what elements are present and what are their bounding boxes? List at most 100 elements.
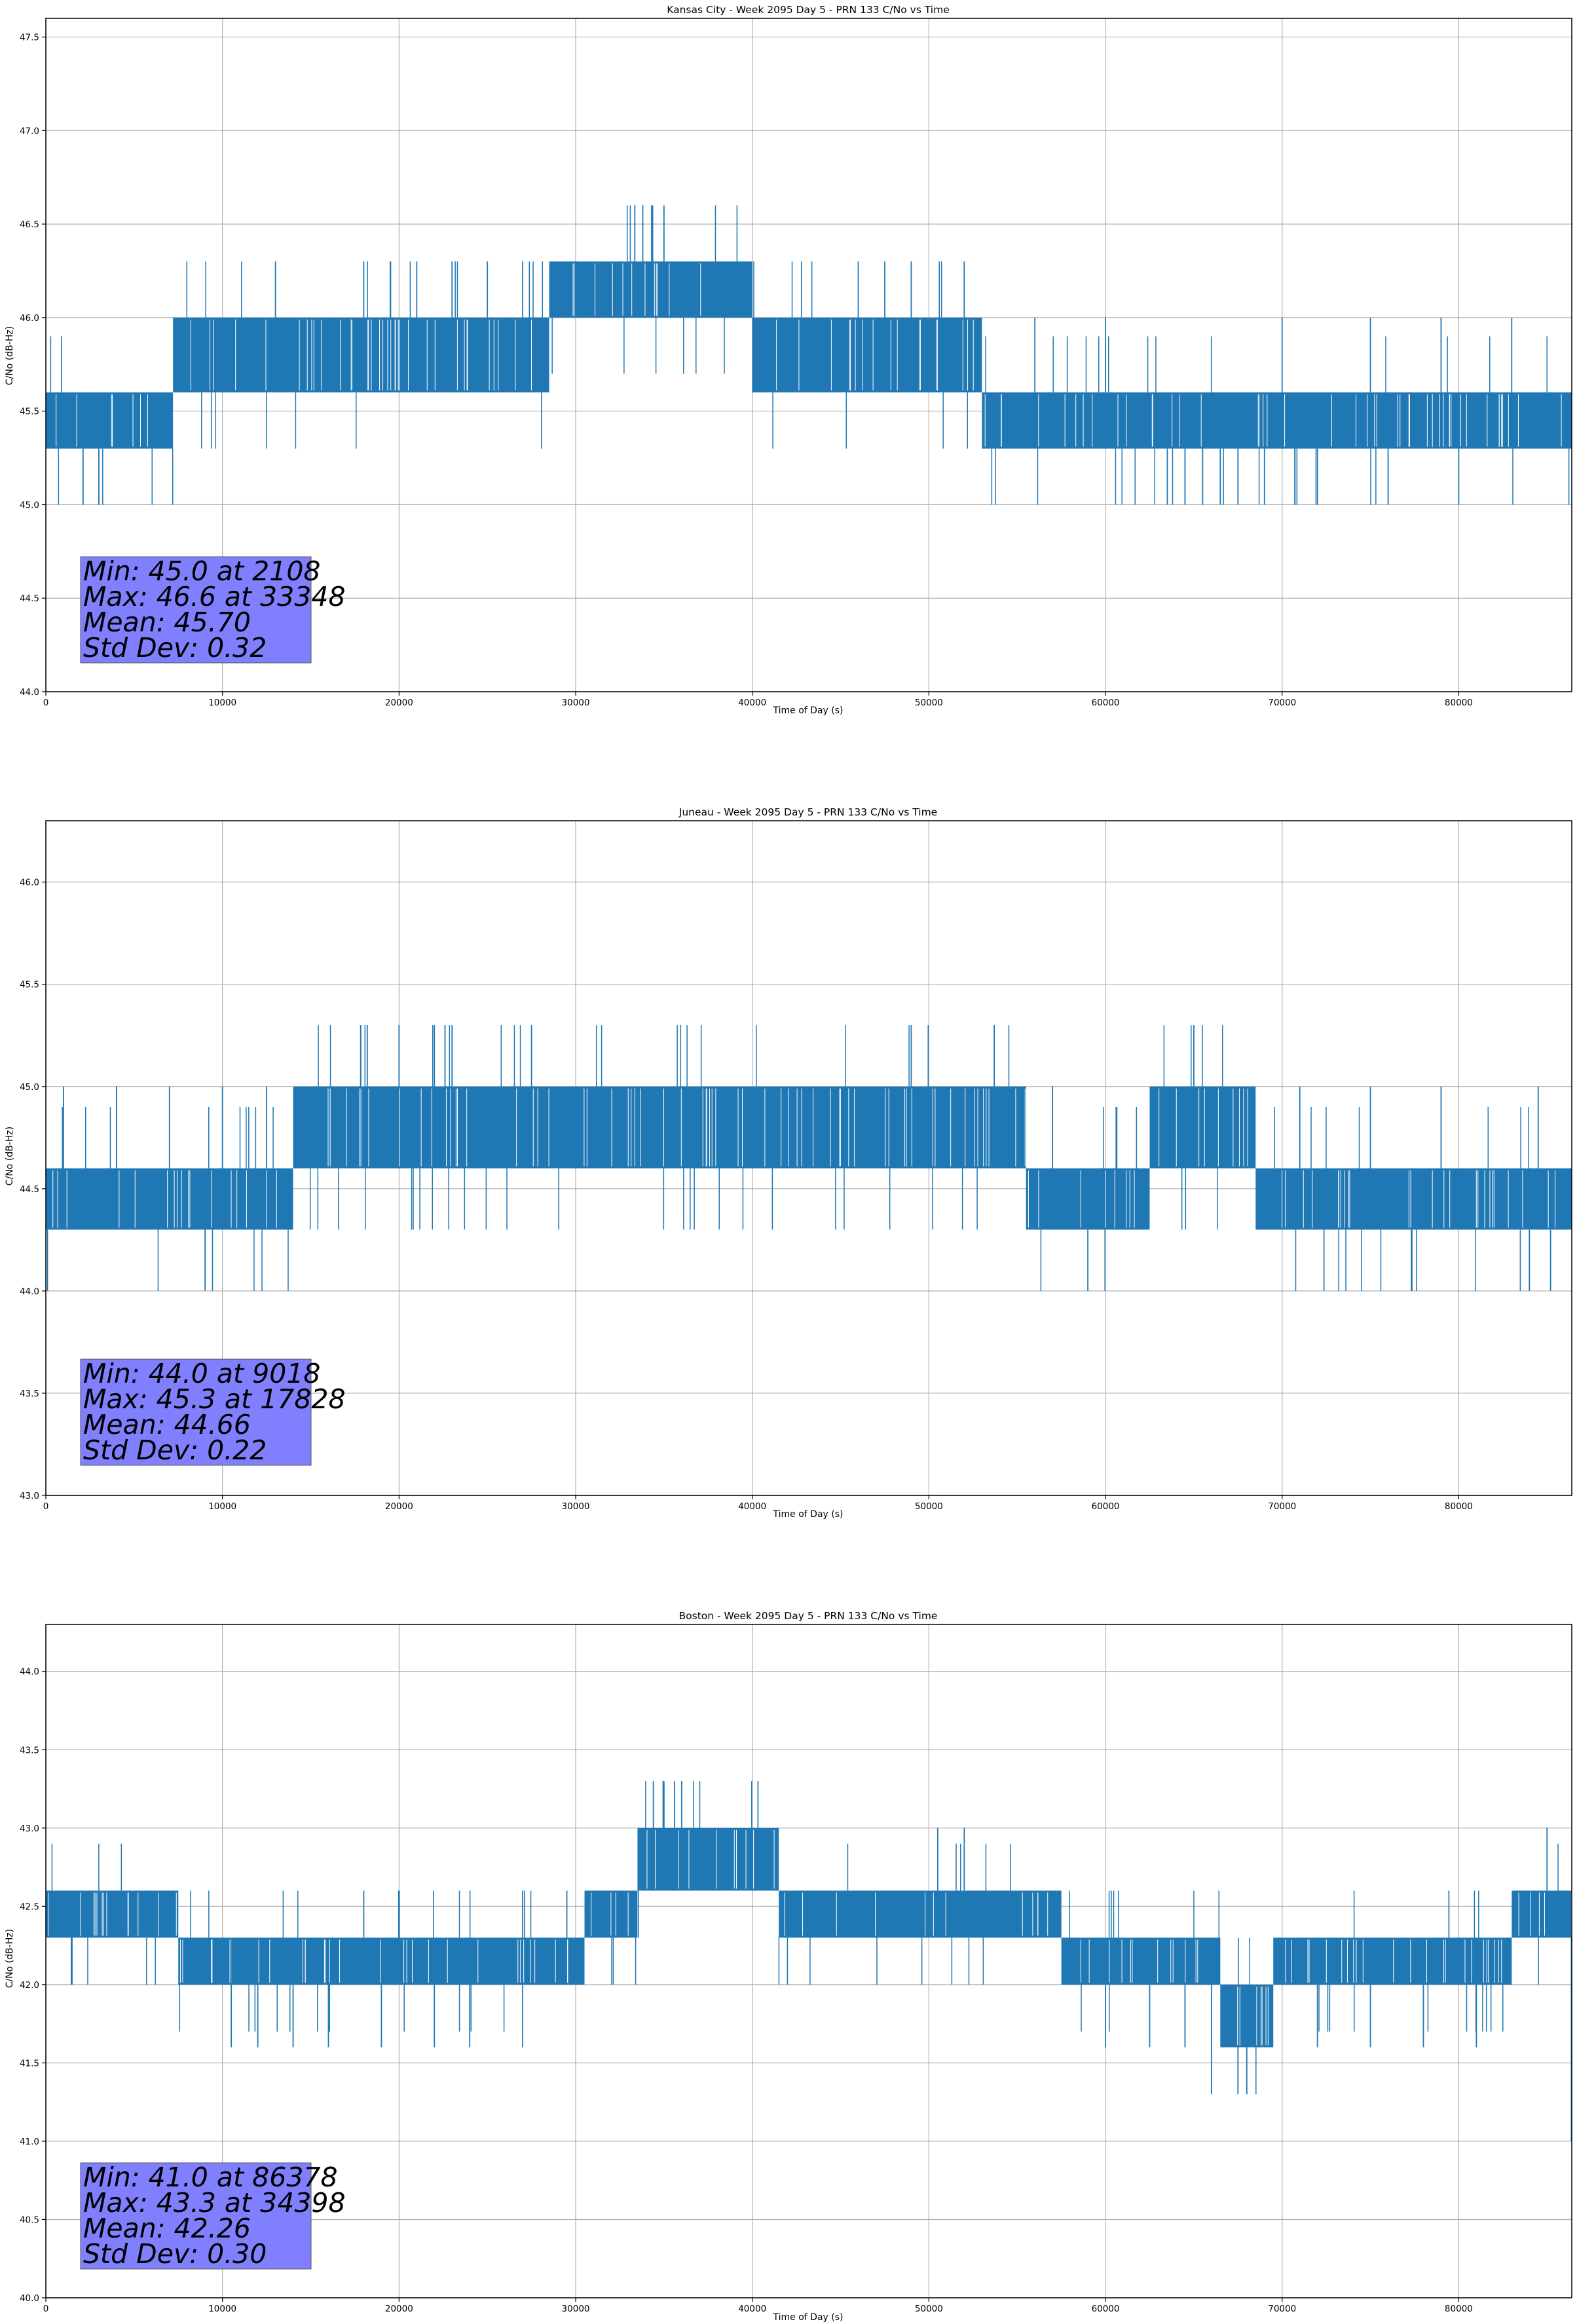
x-tick-label: 80000 bbox=[1445, 2304, 1473, 2314]
stats-box bbox=[80, 2162, 312, 2270]
y-tick-label: 44.0 bbox=[20, 1667, 39, 1677]
x-tick-label: 30000 bbox=[562, 1501, 590, 1512]
x-tick-label: 70000 bbox=[1268, 698, 1296, 708]
x-tick-label: 20000 bbox=[385, 698, 413, 708]
data-band bbox=[1149, 1086, 1256, 1169]
y-tick-label: 40.0 bbox=[20, 2293, 39, 2304]
x-tick-label: 40000 bbox=[738, 698, 766, 708]
data-band bbox=[46, 1168, 293, 1230]
x-tick-label: 60000 bbox=[1092, 2304, 1120, 2314]
x-tick-label: 60000 bbox=[1092, 1501, 1120, 1512]
x-axis-label: Time of Day (s) bbox=[773, 705, 844, 716]
data-band bbox=[752, 317, 982, 393]
x-tick-label: 60000 bbox=[1092, 698, 1120, 708]
data-band bbox=[173, 317, 549, 393]
x-tick-label: 80000 bbox=[1445, 1501, 1473, 1512]
x-tick-label: 50000 bbox=[915, 698, 943, 708]
kansas-city-chart: Kansas City - Week 2095 Day 5 - PRN 133 … bbox=[5, 4, 1572, 716]
stats-line: Mean: 42.26 bbox=[83, 2213, 251, 2244]
chart-title: Boston - Week 2095 Day 5 - PRN 133 C/No … bbox=[679, 1610, 938, 1622]
stats-box bbox=[80, 1359, 312, 1466]
y-tick-label: 41.5 bbox=[20, 2058, 39, 2069]
x-tick-label: 40000 bbox=[738, 1501, 766, 1512]
stats-line: Std Dev: 0.30 bbox=[83, 2238, 267, 2270]
stats-line: Mean: 44.66 bbox=[83, 1409, 251, 1440]
y-tick-label: 46.5 bbox=[20, 219, 39, 230]
y-tick-label: 43.5 bbox=[20, 1389, 39, 1399]
axes-frame bbox=[45, 820, 1572, 1496]
data-band bbox=[1061, 1938, 1221, 1985]
x-tick-label: 40000 bbox=[738, 2304, 766, 2314]
stats-line: Std Dev: 0.22 bbox=[83, 1434, 267, 1466]
data-band bbox=[982, 392, 1572, 449]
juneau-chart: Juneau - Week 2095 Day 5 - PRN 133 C/No … bbox=[5, 806, 1572, 1520]
y-axis-label: C/No (dB-Hz) bbox=[5, 326, 15, 385]
x-tick-label: 0 bbox=[43, 1501, 49, 1512]
y-axis-label: C/No (dB-Hz) bbox=[5, 1127, 15, 1186]
x-tick-label: 20000 bbox=[385, 1501, 413, 1512]
y-tick-label: 42.5 bbox=[20, 1902, 39, 1912]
stats-line: Max: 46.6 at 33348 bbox=[83, 581, 346, 612]
x-tick-label: 30000 bbox=[562, 698, 590, 708]
y-tick-label: 43.0 bbox=[20, 1824, 39, 1834]
data-band bbox=[1026, 1168, 1150, 1230]
x-tick-label: 10000 bbox=[208, 1501, 236, 1512]
y-tick-label: 44.5 bbox=[20, 593, 39, 604]
y-tick-label: 45.5 bbox=[20, 407, 39, 417]
data-band bbox=[178, 1938, 232, 1985]
x-tick-label: 10000 bbox=[208, 698, 236, 708]
boston-chart: Boston - Week 2095 Day 5 - PRN 133 C/No … bbox=[5, 1610, 1572, 2323]
y-tick-label: 44.0 bbox=[20, 687, 39, 698]
x-axis-label: Time of Day (s) bbox=[773, 1509, 844, 1520]
y-tick-label: 45.0 bbox=[20, 500, 39, 510]
y-tick-label: 41.0 bbox=[20, 2137, 39, 2147]
x-tick-label: 30000 bbox=[562, 2304, 590, 2314]
x-tick-label: 50000 bbox=[915, 1501, 943, 1512]
x-axis-label: Time of Day (s) bbox=[773, 2312, 844, 2323]
x-tick-label: 20000 bbox=[385, 2304, 413, 2314]
x-tick-label: 70000 bbox=[1268, 2304, 1296, 2314]
data-band bbox=[46, 1890, 179, 1938]
data-band bbox=[231, 1938, 585, 1985]
stats-line: Max: 45.3 at 17828 bbox=[83, 1383, 346, 1415]
stats-line: Min: 44.0 at 9018 bbox=[83, 1358, 321, 1389]
stats-line: Min: 45.0 at 2108 bbox=[83, 555, 321, 587]
data-band bbox=[46, 392, 174, 449]
x-tick-label: 80000 bbox=[1445, 698, 1473, 708]
data-band bbox=[1512, 1890, 1572, 1938]
x-tick-label: 50000 bbox=[915, 2304, 943, 2314]
stats-box bbox=[80, 556, 312, 664]
data-band bbox=[779, 1890, 1062, 1938]
data-band bbox=[637, 1827, 779, 1891]
y-tick-label: 47.0 bbox=[20, 126, 39, 136]
y-tick-label: 44.0 bbox=[20, 1286, 39, 1297]
axes-frame bbox=[45, 18, 1572, 692]
y-tick-label: 45.0 bbox=[20, 1082, 39, 1093]
y-tick-label: 40.5 bbox=[20, 2215, 39, 2225]
data-series bbox=[46, 1025, 1572, 1291]
data-band bbox=[293, 1086, 1026, 1169]
x-tick-label: 0 bbox=[43, 2304, 49, 2314]
y-tick-label: 44.5 bbox=[20, 1184, 39, 1195]
x-tick-label: 10000 bbox=[208, 2304, 236, 2314]
y-tick-label: 47.5 bbox=[20, 33, 39, 43]
stats-line: Max: 43.3 at 34398 bbox=[83, 2187, 346, 2219]
data-series bbox=[46, 1781, 1572, 2141]
chart-title: Kansas City - Week 2095 Day 5 - PRN 133 … bbox=[667, 4, 950, 16]
y-tick-label: 43.5 bbox=[20, 1745, 39, 1755]
y-tick-label: 46.0 bbox=[20, 878, 39, 888]
stats-line: Min: 41.0 at 86378 bbox=[83, 2162, 338, 2193]
y-tick-label: 42.0 bbox=[20, 1980, 39, 1991]
axes-frame bbox=[45, 1624, 1572, 2298]
data-band bbox=[1273, 1938, 1512, 1985]
stats-line: Mean: 45.70 bbox=[83, 607, 251, 638]
y-tick-label: 43.0 bbox=[20, 1491, 39, 1501]
y-tick-label: 46.0 bbox=[20, 313, 39, 324]
x-tick-label: 70000 bbox=[1268, 1501, 1296, 1512]
x-tick-label: 0 bbox=[43, 698, 49, 708]
chart-title: Juneau - Week 2095 Day 5 - PRN 133 C/No … bbox=[678, 806, 937, 818]
data-band bbox=[1255, 1168, 1572, 1230]
data-band bbox=[549, 261, 752, 318]
y-axis-label: C/No (dB-Hz) bbox=[5, 1929, 15, 1988]
